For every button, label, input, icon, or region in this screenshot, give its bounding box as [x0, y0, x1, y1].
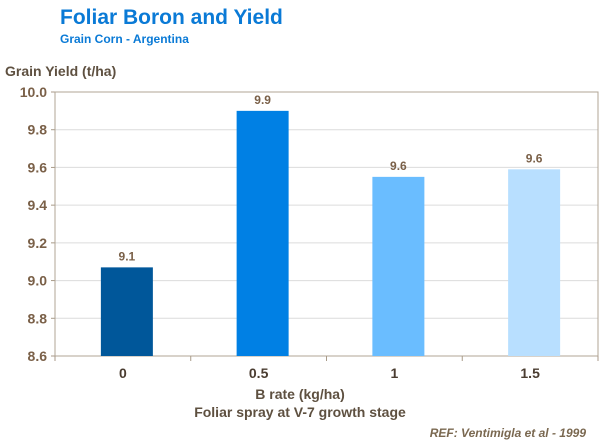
- x-tick-label: 1: [390, 365, 398, 381]
- data-label: 9.6: [390, 159, 407, 173]
- data-label: 9.6: [526, 151, 543, 165]
- data-label: 9.1: [119, 249, 136, 263]
- chart-title: Foliar Boron and Yield: [60, 6, 283, 29]
- y-tick-label: 8.6: [28, 348, 48, 364]
- y-tick-label: 9.2: [28, 235, 48, 251]
- y-tick-label: 9.0: [28, 273, 48, 289]
- bar-0.5: [236, 110, 289, 356]
- bar-0: [100, 267, 153, 356]
- x-tick-label: 0.5: [249, 365, 269, 381]
- y-tick-label: 9.4: [28, 197, 48, 213]
- y-tick-label: 8.8: [28, 310, 48, 326]
- x-tick-label: 0: [119, 365, 127, 381]
- x-axis-sublabel: Foliar spray at V-7 growth stage: [194, 404, 406, 420]
- bar-1: [372, 176, 425, 356]
- y-axis-label: Grain Yield (t/ha): [5, 63, 117, 79]
- x-axis-label: B rate (kg/ha): [255, 386, 345, 402]
- y-tick-label: 10.0: [20, 84, 47, 100]
- bar-1.5: [508, 169, 561, 356]
- x-tick-label: 1.5: [520, 365, 540, 381]
- y-tick-label: 9.8: [28, 122, 48, 138]
- reference-note: REF: Ventimigla et al - 1999: [429, 426, 586, 440]
- y-tick-label: 9.6: [28, 159, 48, 175]
- data-label: 9.9: [254, 93, 271, 107]
- chart-subtitle: Grain Corn - Argentina: [60, 32, 189, 46]
